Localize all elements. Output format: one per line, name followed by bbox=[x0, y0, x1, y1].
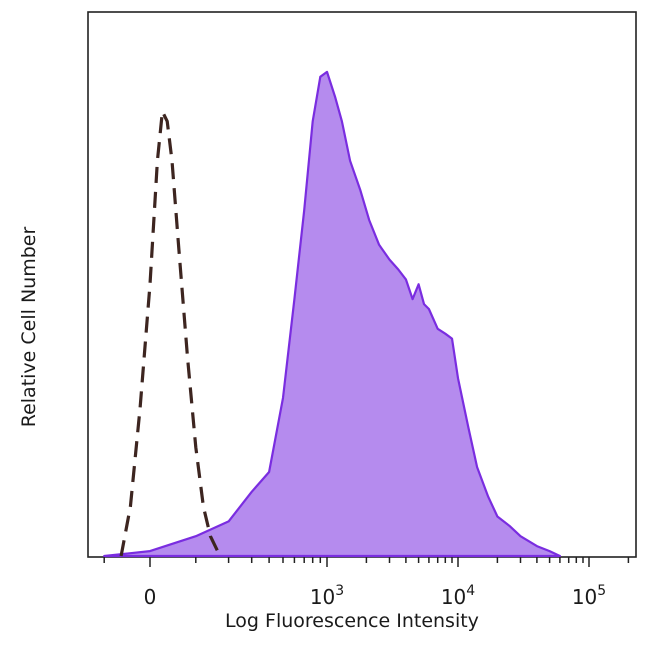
x-tick-label-base: 10 bbox=[572, 585, 597, 609]
series-1-dashed-histogram bbox=[119, 109, 222, 557]
series-layer bbox=[103, 70, 561, 558]
x-tick-label: 104 bbox=[441, 583, 475, 609]
x-tick-label-exponent: 3 bbox=[335, 583, 344, 599]
x-axis-label: Log Fluorescence Intensity bbox=[225, 610, 479, 632]
series-0-filled-histogram bbox=[103, 70, 561, 558]
y-axis-label: Relative Cell Number bbox=[18, 227, 40, 428]
x-tick-label: 0 bbox=[144, 585, 157, 609]
x-tick-label-base: 10 bbox=[441, 585, 466, 609]
x-tick-label-base: 0 bbox=[144, 585, 157, 609]
x-axis-ticks bbox=[103, 557, 630, 567]
x-axis-tick-labels: 0 103 104 105 bbox=[144, 583, 607, 609]
x-tick-label: 103 bbox=[310, 583, 344, 609]
x-tick-label-exponent: 5 bbox=[597, 583, 606, 599]
x-tick-label-base: 10 bbox=[310, 585, 335, 609]
x-tick-label: 105 bbox=[572, 583, 606, 609]
x-tick-label-exponent: 4 bbox=[466, 583, 475, 599]
